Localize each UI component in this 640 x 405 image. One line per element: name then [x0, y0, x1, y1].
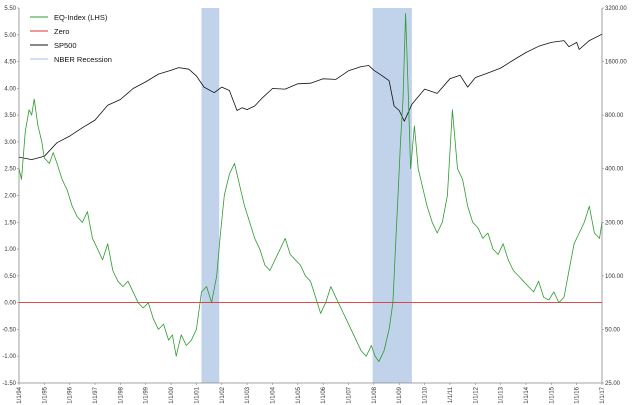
- series-line-sp500: [18, 33, 603, 161]
- legend-label-sp500: SP500: [54, 41, 77, 50]
- x-tick-label: 1/1/96: [68, 386, 74, 403]
- x-tick-label: 1/1/99: [144, 386, 150, 403]
- x-tick-label: 1/1/08: [372, 386, 378, 403]
- series-line-eq-index-lhs: [18, 12, 603, 363]
- x-tick-label: 1/1/95: [42, 386, 48, 403]
- x-tick-label: 1/1/01: [194, 386, 200, 403]
- x-tick-label: 1/1/94: [17, 386, 23, 403]
- left-tick-label: 2.00: [4, 194, 16, 200]
- left-tick-label: 2.50: [4, 167, 16, 173]
- x-tick-label: 1/1/02: [220, 386, 226, 403]
- legend-label-eq-index-lhs: EQ-Index (LHS): [54, 13, 108, 22]
- left-tick-label: -1.00: [2, 354, 16, 360]
- x-tick-label: 1/1/05: [296, 386, 302, 403]
- x-tick-label: 1/1/09: [397, 386, 403, 403]
- x-tick-label: 1/1/13: [499, 386, 505, 403]
- series-lines: [18, 12, 603, 363]
- left-tick-label: 5.00: [4, 33, 16, 39]
- x-tick-label: 1/1/03: [245, 386, 251, 403]
- legend: EQ-Index (LHS) Zero SP500 NBER Recession: [30, 13, 112, 64]
- right-tick-label: 50.00: [605, 327, 621, 333]
- left-tick-label: 1.00: [4, 247, 16, 253]
- left-tick-label: 4.00: [4, 86, 16, 92]
- right-tick-label: 25.00: [605, 381, 621, 387]
- recession-band: [201, 8, 220, 383]
- left-tick-label: 5.50: [4, 6, 16, 12]
- x-tick-label: 1/1/15: [549, 386, 555, 403]
- left-tick-label: 1.50: [4, 220, 16, 226]
- right-tick-label: 200.00: [605, 220, 624, 226]
- x-tick-label: 1/1/00: [169, 386, 175, 403]
- left-tick-label: 0.50: [4, 274, 16, 280]
- x-tick-label: 1/1/97: [93, 386, 99, 403]
- x-tick-label: 1/1/14: [524, 386, 530, 403]
- left-tick-label: 3.50: [4, 113, 16, 119]
- right-tick-label: 800.00: [605, 113, 624, 119]
- x-tick-label: 1/1/06: [321, 386, 327, 403]
- x-tick-label: 1/1/04: [270, 386, 276, 403]
- x-tick-label: 1/1/12: [473, 386, 479, 403]
- x-tick-label: 1/1/07: [347, 386, 353, 403]
- left-tick-label: 4.50: [4, 60, 16, 66]
- right-tick-label: 100.00: [605, 274, 624, 280]
- left-tick-label: -1.50: [2, 381, 16, 387]
- legend-label-zero: Zero: [54, 27, 69, 36]
- recession-bands: [201, 8, 412, 383]
- left-tick-label: 0.00: [4, 301, 16, 307]
- recession-band: [372, 8, 412, 383]
- left-tick-label: 3.00: [4, 140, 16, 146]
- right-tick-label: 3200.00: [605, 6, 627, 12]
- axes: -1.50 -1.00 -0.50 0.00 0.50 1.00 1.50 2.00 2.50 3…: [2, 6, 627, 404]
- x-tick-label: 1/1/10: [423, 386, 429, 403]
- x-tick-label: 1/1/17: [600, 386, 606, 403]
- x-tick-label: 1/1/11: [448, 386, 454, 403]
- right-tick-label: 400.00: [605, 167, 624, 173]
- right-tick-label: 1600.00: [605, 60, 627, 66]
- left-tick-label: -0.50: [2, 327, 16, 333]
- x-tick-label: 1/1/98: [118, 386, 124, 403]
- x-tick-label: 1/1/16: [575, 386, 581, 403]
- legend-label-nber-recession: NBER Recession: [54, 55, 112, 64]
